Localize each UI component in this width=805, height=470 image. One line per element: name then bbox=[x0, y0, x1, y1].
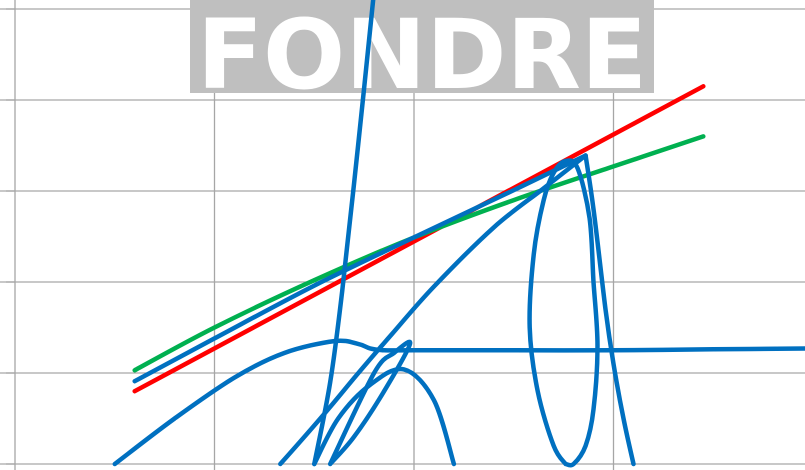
series-line-5 bbox=[278, 153, 588, 467]
series-line-3 bbox=[132, 153, 588, 384]
series-line-7 bbox=[312, 366, 457, 467]
series-line-9 bbox=[527, 158, 600, 468]
series-line-6 bbox=[312, 0, 376, 467]
series-group bbox=[112, 0, 805, 468]
series-line-10 bbox=[583, 153, 636, 467]
series-line-4 bbox=[112, 338, 805, 467]
series-line-8 bbox=[327, 339, 413, 467]
watermark-background bbox=[190, 0, 654, 93]
watermark-text: FONDRE bbox=[197, 0, 647, 111]
series-line-1 bbox=[132, 84, 706, 394]
watermark-logo: FONDRE bbox=[190, 0, 654, 111]
